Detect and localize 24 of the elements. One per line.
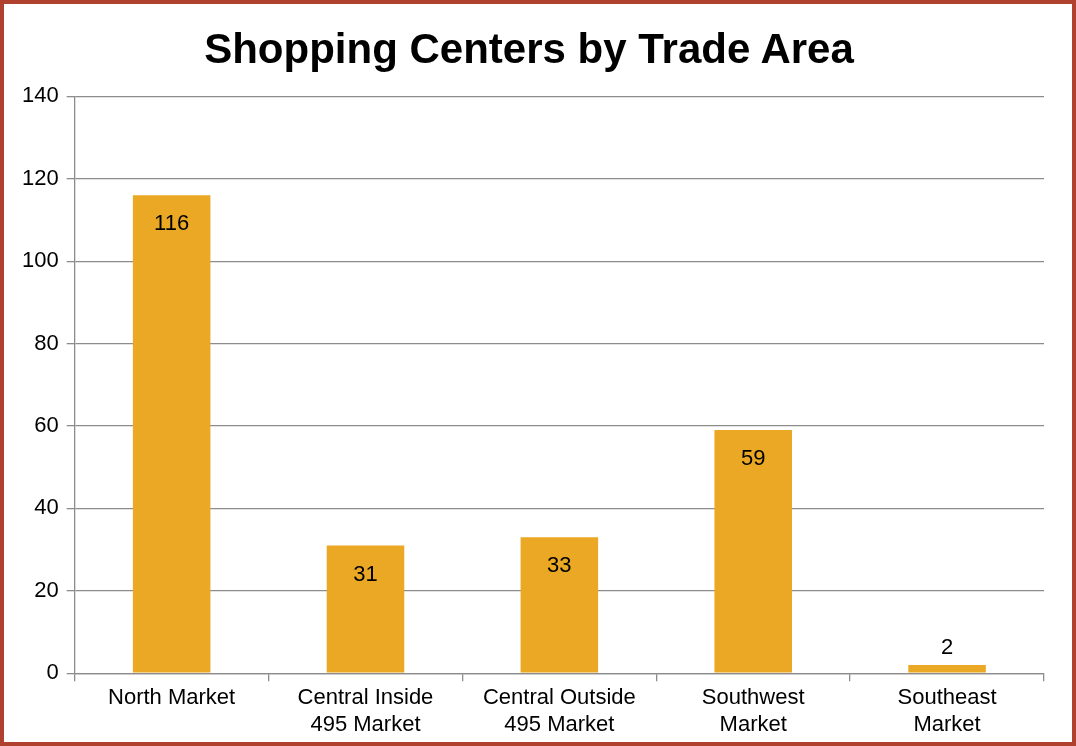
y-tick-label: 20 <box>34 576 59 602</box>
y-tick-label: 0 <box>46 659 59 685</box>
y-tick-label: 40 <box>34 494 59 520</box>
bar <box>326 545 405 673</box>
data-label: 2 <box>940 634 954 660</box>
x-tick-label: Southwest Market <box>701 684 805 736</box>
x-tick-label: Central Inside 495 Market <box>297 684 434 736</box>
x-tick-label: Central Outside 495 Market <box>482 684 636 736</box>
bar <box>520 537 599 673</box>
y-tick-label: 120 <box>21 164 59 190</box>
y-tick-label: 100 <box>21 247 59 273</box>
y-tick-label: 80 <box>34 329 59 355</box>
bar <box>908 664 986 673</box>
bar <box>132 195 211 673</box>
data-label: 116 <box>154 210 190 236</box>
data-label: 31 <box>353 560 378 586</box>
x-tick-label: Southeast Market <box>897 684 997 736</box>
x-tick-label: North Market <box>108 684 236 710</box>
data-label: 59 <box>740 445 766 471</box>
y-tick-label: 60 <box>34 412 59 438</box>
bar <box>714 430 792 673</box>
data-label: 33 <box>547 552 572 578</box>
y-tick-label: 140 <box>21 82 59 108</box>
chart-title: Shopping Centers by Trade Area <box>204 24 855 72</box>
